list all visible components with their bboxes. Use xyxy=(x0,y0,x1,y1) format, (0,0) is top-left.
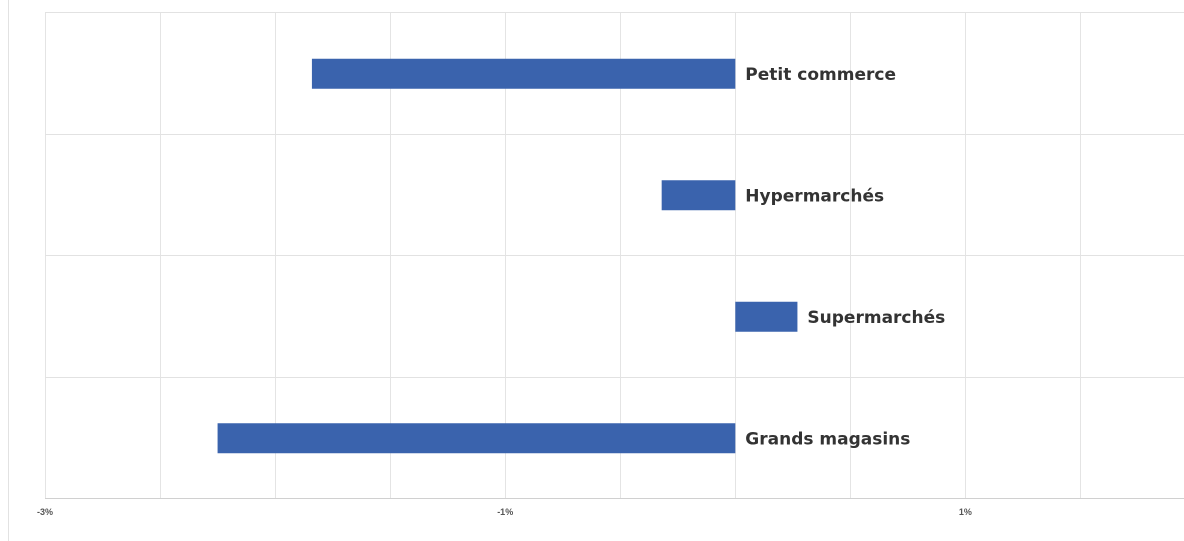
bar-supermarch-s xyxy=(735,301,798,332)
bar-label: Petit commerce xyxy=(745,65,896,85)
x-tick-label: -1% xyxy=(497,507,513,517)
bar-grands-magasins xyxy=(217,423,736,454)
bar-label: Supermarchés xyxy=(807,308,945,328)
bar-petit-commerce xyxy=(311,58,736,89)
x-tick-label: -3% xyxy=(37,507,53,517)
bar-label: Hypermarchés xyxy=(745,186,884,206)
grid-layer xyxy=(45,12,1184,499)
chart-left-border xyxy=(8,0,9,541)
bar-hypermarch-s xyxy=(661,180,736,211)
x-tick-label: 1% xyxy=(959,507,972,517)
labels-layer: Petit commerce Hypermarchés Supermarchés Gr… xyxy=(745,65,945,450)
bars-layer xyxy=(217,58,798,454)
bar-label: Grands magasins xyxy=(745,429,910,449)
ticks-layer: -3% -1% 1% xyxy=(37,507,972,517)
